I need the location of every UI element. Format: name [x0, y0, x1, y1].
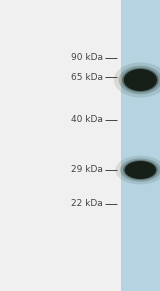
- Ellipse shape: [123, 160, 158, 180]
- Ellipse shape: [119, 66, 160, 94]
- Ellipse shape: [122, 68, 159, 92]
- Ellipse shape: [124, 69, 157, 91]
- Text: 90 kDa: 90 kDa: [71, 54, 103, 63]
- Text: 29 kDa: 29 kDa: [71, 166, 103, 175]
- Ellipse shape: [114, 62, 160, 97]
- Ellipse shape: [125, 161, 156, 179]
- Text: 22 kDa: 22 kDa: [71, 200, 103, 208]
- Bar: [121, 0, 160, 291]
- Ellipse shape: [120, 158, 160, 182]
- Text: 40 kDa: 40 kDa: [71, 116, 103, 125]
- Ellipse shape: [115, 156, 160, 184]
- Text: 65 kDa: 65 kDa: [71, 72, 103, 81]
